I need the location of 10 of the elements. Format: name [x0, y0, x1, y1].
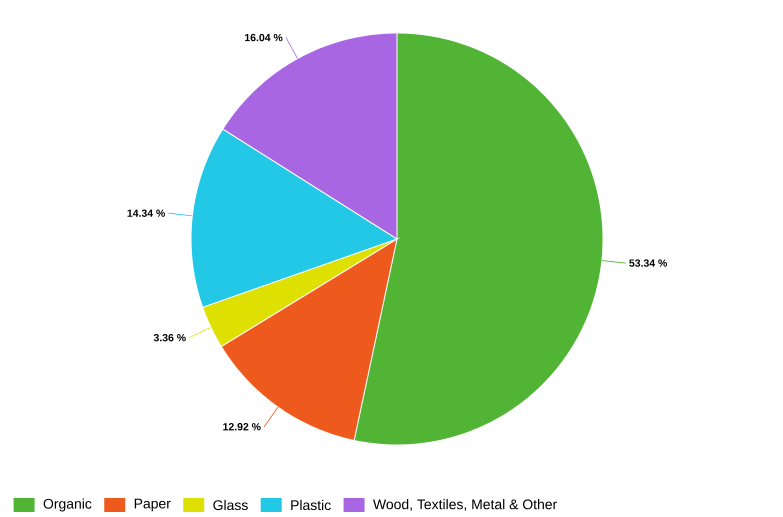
legend-label: Paper [134, 498, 171, 512]
data-label: 14.34 % [128, 209, 165, 217]
data-label: 3.36 % [154, 334, 186, 342]
legend-label: Glass [213, 500, 248, 510]
data-label: 53.34 % [629, 259, 668, 267]
data-label: 16.04 % [245, 34, 282, 42]
legend-label: Wood, Textiles, Metal & Other [373, 499, 557, 511]
legend-label: Plastic [291, 500, 331, 510]
legend-label: Organic [44, 498, 92, 512]
data-label: 12.92 % [223, 423, 261, 430]
